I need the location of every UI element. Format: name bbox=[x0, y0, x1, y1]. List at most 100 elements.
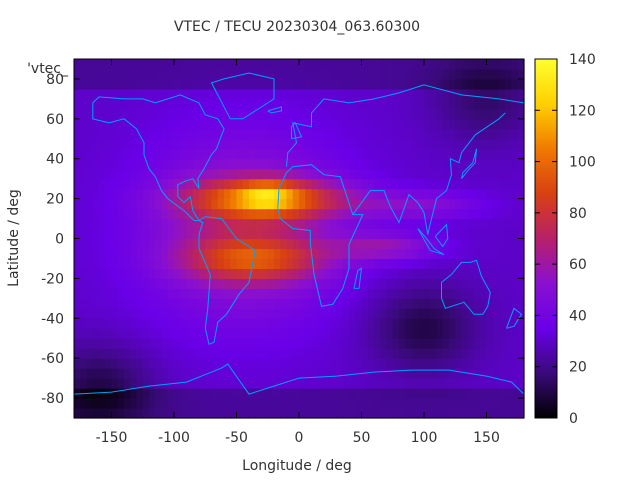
heatmap-cell bbox=[92, 218, 100, 230]
heatmap-cell bbox=[380, 88, 388, 100]
heatmap-cell bbox=[130, 358, 138, 369]
heatmap-cell bbox=[80, 178, 88, 190]
heatmap-cell bbox=[186, 318, 194, 329]
heatmap-cell bbox=[361, 228, 369, 240]
heatmap-cell bbox=[199, 348, 206, 359]
heatmap-cell bbox=[430, 358, 438, 369]
heatmap-cell bbox=[499, 198, 506, 210]
heatmap-cell bbox=[261, 388, 269, 399]
heatmap-cell bbox=[405, 208, 413, 220]
heatmap-cell bbox=[461, 408, 469, 419]
heatmap-cell bbox=[342, 298, 350, 309]
heatmap-cell bbox=[286, 59, 294, 70]
heatmap-cell bbox=[480, 268, 488, 279]
heatmap-cell bbox=[155, 388, 163, 399]
heatmap-cell bbox=[199, 108, 206, 120]
heatmap-cell bbox=[442, 348, 450, 359]
heatmap-cell bbox=[474, 268, 481, 279]
heatmap-cell bbox=[230, 278, 238, 289]
heatmap-cell bbox=[405, 388, 413, 399]
heatmap-cell bbox=[386, 78, 394, 90]
heatmap-cell bbox=[161, 108, 169, 120]
heatmap-cell bbox=[180, 288, 188, 299]
heatmap-cell bbox=[249, 118, 256, 130]
heatmap-cell bbox=[124, 378, 131, 389]
heatmap-cell bbox=[486, 68, 494, 80]
heatmap-cell bbox=[292, 98, 300, 110]
heatmap-cell bbox=[261, 318, 269, 329]
heatmap-cell bbox=[436, 108, 444, 120]
heatmap-cell bbox=[186, 248, 194, 260]
heatmap-cell bbox=[274, 388, 281, 399]
heatmap-cell bbox=[192, 118, 200, 130]
heatmap-cell bbox=[474, 388, 481, 399]
heatmap-cell bbox=[180, 168, 188, 180]
heatmap-cell bbox=[230, 88, 238, 100]
heatmap-cell bbox=[205, 238, 213, 250]
heatmap-cell bbox=[230, 328, 238, 339]
heatmap-cell bbox=[330, 378, 338, 389]
heatmap-cell bbox=[205, 208, 213, 220]
heatmap-cell bbox=[424, 298, 431, 309]
heatmap-cell bbox=[99, 198, 106, 210]
heatmap-cell bbox=[130, 68, 138, 80]
heatmap-cell bbox=[280, 408, 288, 419]
heatmap-cell bbox=[230, 128, 238, 140]
heatmap-cell bbox=[199, 118, 206, 130]
heatmap-cell bbox=[411, 358, 419, 369]
heatmap-cell bbox=[161, 198, 169, 210]
heatmap-cell bbox=[249, 228, 256, 240]
heatmap-cell bbox=[399, 338, 406, 349]
heatmap-cell bbox=[74, 128, 81, 140]
heatmap-cell bbox=[336, 59, 344, 70]
heatmap-cell bbox=[367, 158, 375, 170]
heatmap-cell bbox=[386, 188, 394, 200]
heatmap-cell bbox=[442, 218, 450, 230]
heatmap-cell bbox=[386, 178, 394, 190]
heatmap-cell bbox=[136, 398, 144, 409]
heatmap-cell bbox=[305, 128, 313, 140]
heatmap-cell bbox=[336, 208, 344, 220]
heatmap-cell bbox=[317, 288, 325, 299]
heatmap-cell bbox=[317, 388, 325, 399]
heatmap-cell bbox=[386, 158, 394, 170]
heatmap-cell bbox=[430, 188, 438, 200]
heatmap-cell bbox=[436, 228, 444, 240]
heatmap-cell bbox=[424, 218, 431, 230]
heatmap-cell bbox=[405, 68, 413, 80]
heatmap-cell bbox=[436, 398, 444, 409]
heatmap-cell bbox=[349, 78, 356, 90]
heatmap-cell bbox=[242, 288, 250, 299]
heatmap-cell bbox=[192, 338, 200, 349]
heatmap-cell bbox=[242, 248, 250, 260]
heatmap-cell bbox=[380, 59, 388, 70]
heatmap-cell bbox=[242, 208, 250, 220]
heatmap-cell bbox=[492, 218, 500, 230]
heatmap-cell bbox=[430, 59, 438, 70]
heatmap-cell bbox=[267, 68, 275, 80]
heatmap-cell bbox=[399, 158, 406, 170]
heatmap-cell bbox=[261, 168, 269, 180]
heatmap-cell bbox=[392, 168, 400, 180]
heatmap-cell bbox=[136, 358, 144, 369]
heatmap-cell bbox=[255, 118, 263, 130]
heatmap-cell bbox=[117, 138, 125, 150]
heatmap-cell bbox=[336, 158, 344, 170]
heatmap-cell bbox=[317, 408, 325, 419]
heatmap-cell bbox=[411, 238, 419, 250]
heatmap-cell bbox=[430, 408, 438, 419]
heatmap-cell bbox=[342, 158, 350, 170]
heatmap-cell bbox=[449, 318, 456, 329]
heatmap-cell bbox=[305, 88, 313, 100]
heatmap-cell bbox=[424, 288, 431, 299]
heatmap-cell bbox=[224, 228, 231, 240]
heatmap-cell bbox=[261, 128, 269, 140]
heatmap-cell bbox=[305, 408, 313, 419]
heatmap-cell bbox=[117, 68, 125, 80]
heatmap-cell bbox=[436, 59, 444, 70]
heatmap-cell bbox=[224, 278, 231, 289]
heatmap-cell bbox=[242, 118, 250, 130]
heatmap-cell bbox=[461, 108, 469, 120]
heatmap-cell bbox=[286, 128, 294, 140]
heatmap-cell bbox=[436, 88, 444, 100]
